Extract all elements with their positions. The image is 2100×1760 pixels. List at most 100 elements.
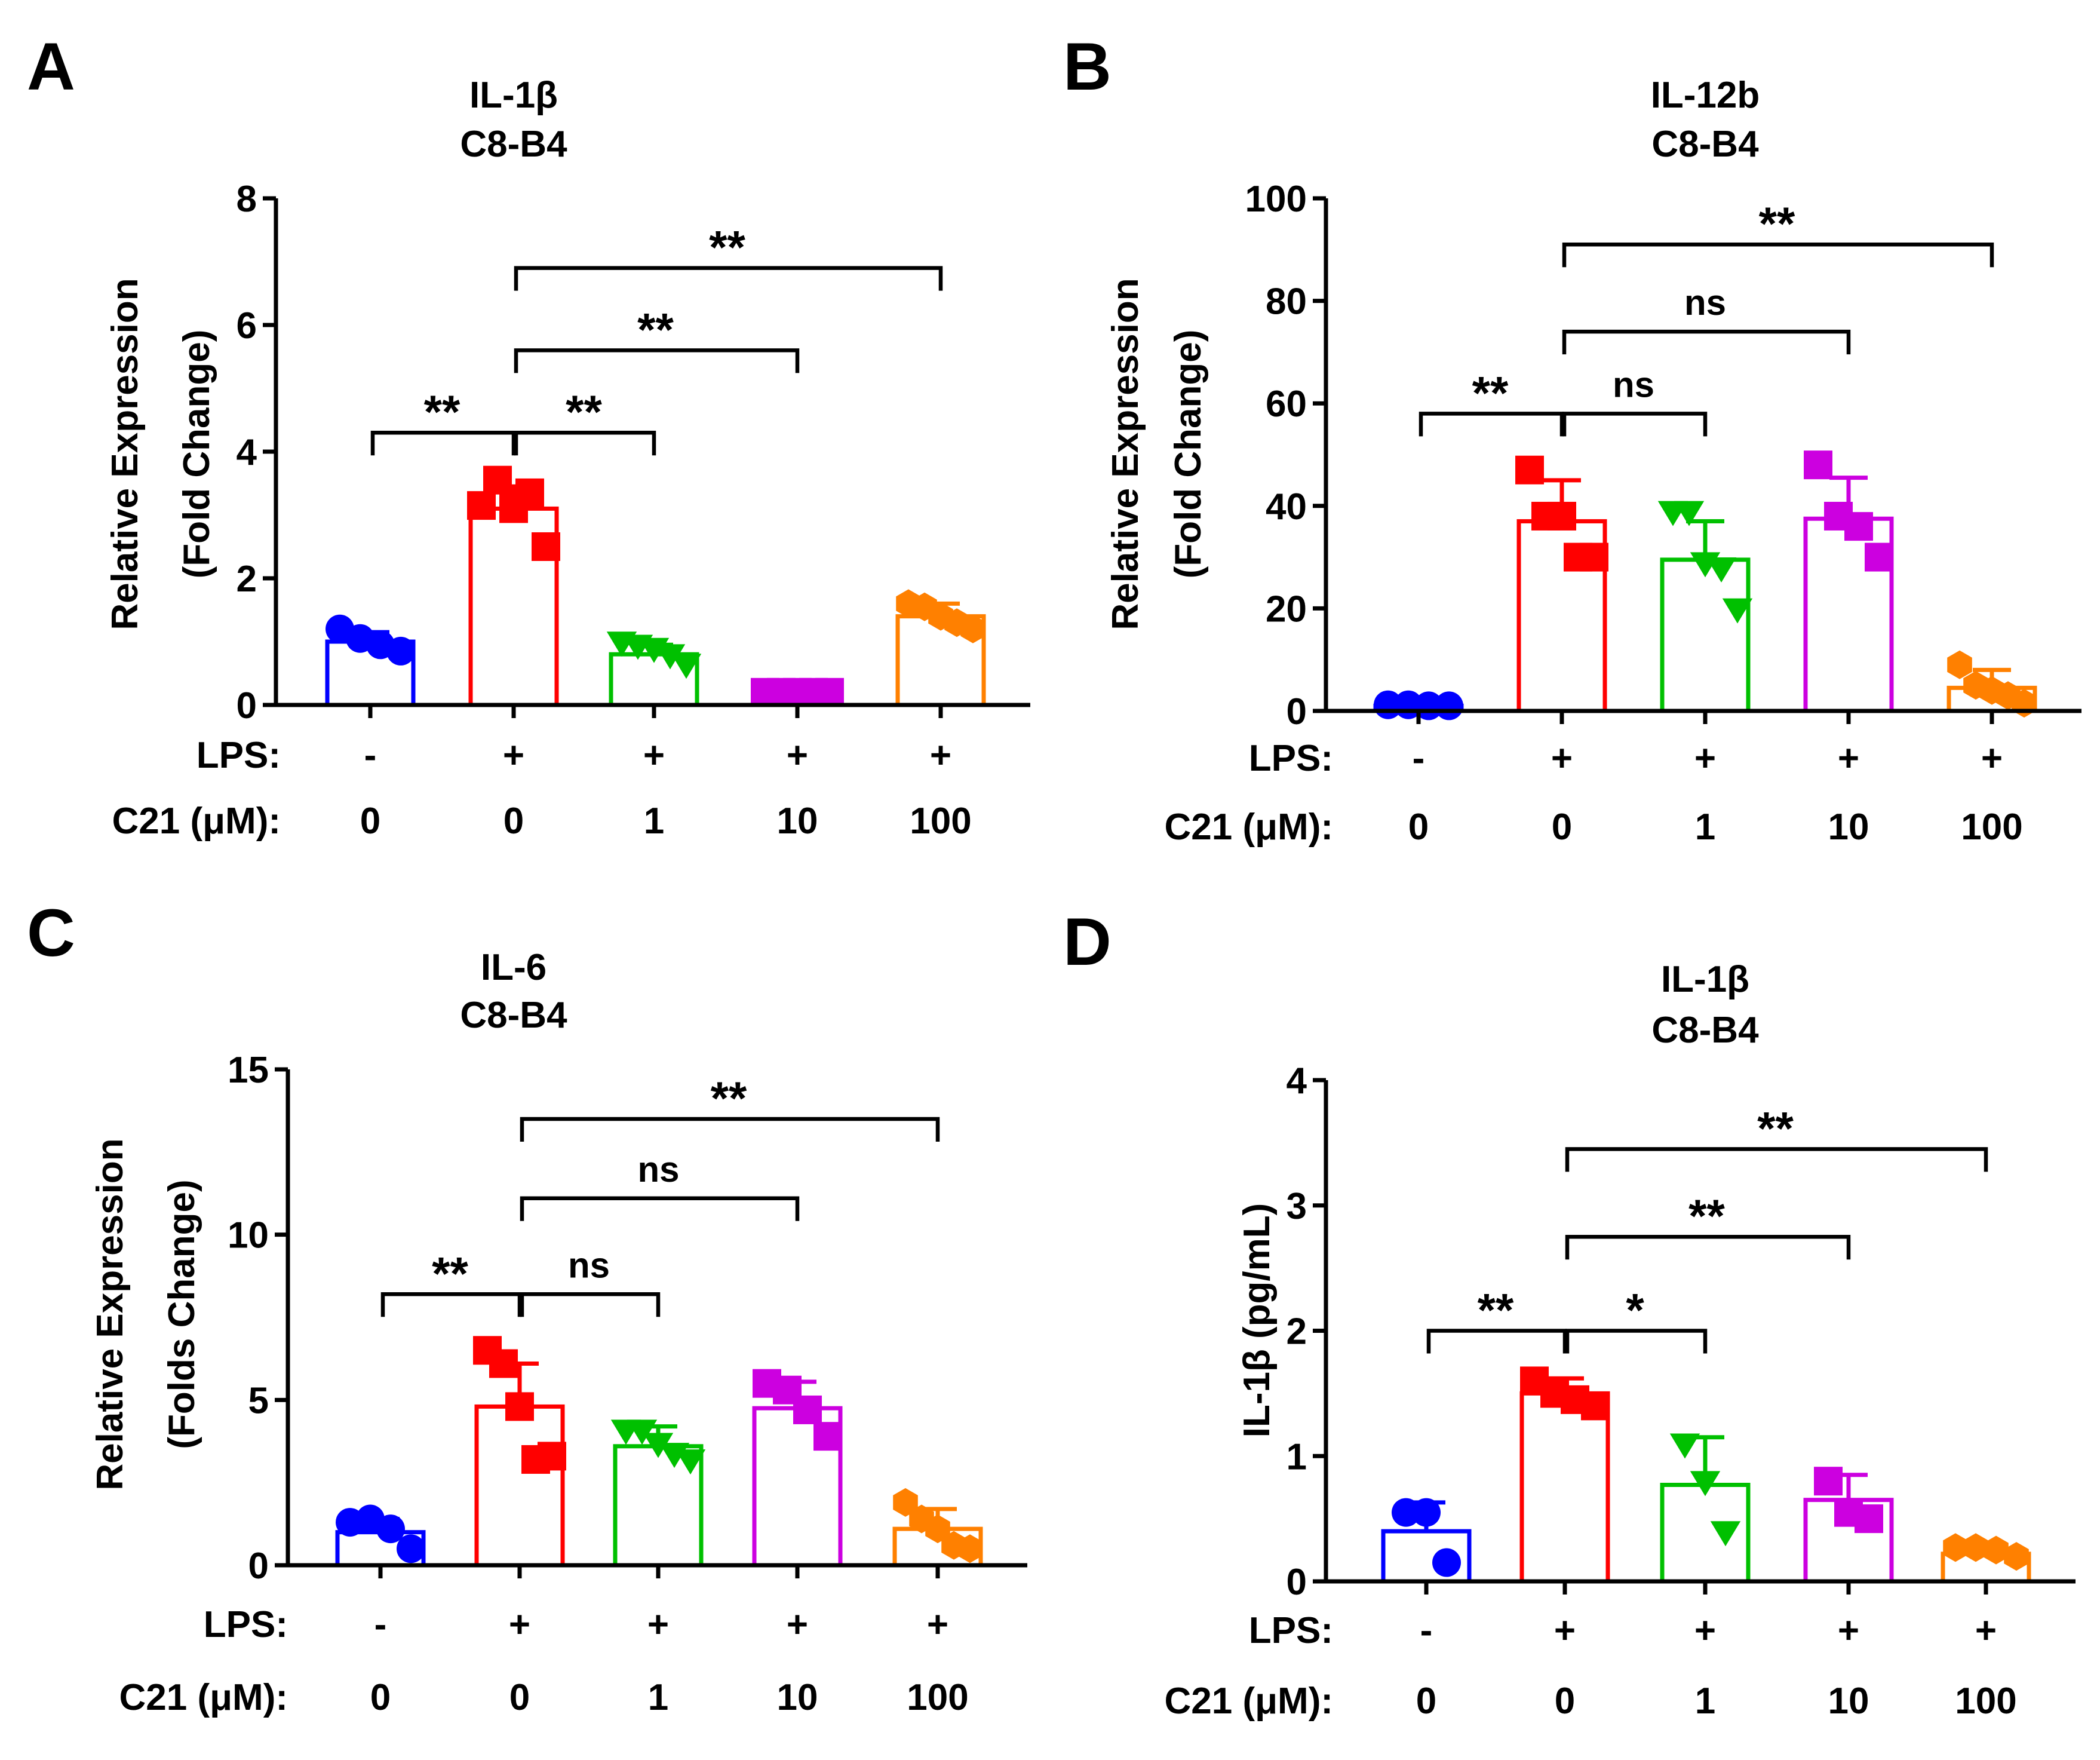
data-point-3-2 <box>793 1395 822 1424</box>
y-tick-label: 8 <box>237 179 257 220</box>
data-point-0-3 <box>1435 691 1463 720</box>
significance-label: ** <box>1472 366 1509 419</box>
c21-value: 10 <box>777 1677 818 1718</box>
lps-value: + <box>509 1604 530 1645</box>
data-point-3-3 <box>813 1422 842 1451</box>
data-point-1-4 <box>538 1442 566 1471</box>
data-point-2-4 <box>671 654 702 679</box>
significance-bracket <box>1565 1234 1851 1260</box>
data-point-0-1 <box>1412 1498 1441 1527</box>
y-axis-label: (Folds Change) <box>161 1179 202 1449</box>
data-point-2-1 <box>627 1419 658 1445</box>
significance-label: ** <box>1757 1102 1794 1154</box>
data-point-1-3 <box>515 478 544 507</box>
y-tick-label: 5 <box>248 1380 269 1421</box>
significance-label: ** <box>637 303 674 355</box>
lps-value: + <box>787 735 808 776</box>
data-point-0-2 <box>1432 1548 1461 1577</box>
data-point-4-1 <box>1963 1533 1988 1562</box>
significance-bracket <box>370 430 516 456</box>
data-point-2-4 <box>1722 598 1753 624</box>
chart-title-line: C8-B4 <box>1651 1010 1759 1051</box>
y-axis-label: Relative Expression <box>1105 278 1146 630</box>
c21-value: 10 <box>1828 1681 1869 1722</box>
chart-title-line: C8-B4 <box>460 124 567 165</box>
c21-value: 100 <box>1955 1681 2016 1722</box>
data-point-2-3 <box>1706 557 1737 582</box>
c21-label: C21 (μM): <box>112 801 281 842</box>
significance-label: ns <box>568 1245 610 1285</box>
chart-title-line: IL-12b <box>1651 75 1760 116</box>
data-point-0-3 <box>386 636 415 666</box>
data-point-4-0 <box>1943 1533 1968 1562</box>
bar-1 <box>1519 1391 1610 1584</box>
significance-label: * <box>1626 1284 1644 1336</box>
lps-value: + <box>1975 1610 1997 1651</box>
data-point-0-2 <box>376 1514 405 1544</box>
significance-bracket <box>1562 329 1851 355</box>
c21-value: 10 <box>777 801 818 842</box>
data-point-2-3 <box>655 644 686 670</box>
c21-value: 1 <box>1695 807 1715 848</box>
significance-bracket <box>1565 1329 1708 1354</box>
lps-value: + <box>1694 738 1716 779</box>
data-point-2-2 <box>643 1433 674 1458</box>
y-tick-label: 2 <box>1287 1311 1307 1353</box>
significance-label: ** <box>424 385 460 438</box>
data-point-1-4 <box>1580 542 1608 572</box>
data-point-3-2 <box>1855 1504 1883 1534</box>
data-point-2-4 <box>675 1449 706 1475</box>
bar-2 <box>1660 1482 1751 1584</box>
y-tick-label: 4 <box>237 432 257 473</box>
significance-label: ** <box>1759 197 1795 250</box>
data-point-2-1 <box>1674 501 1705 526</box>
significance-label: ns <box>1613 364 1654 404</box>
bar-2 <box>1660 557 1751 713</box>
c21-label: C21 (μM): <box>1165 1681 1333 1722</box>
panel-letter: B <box>1063 29 1112 104</box>
data-point-2-2 <box>1710 1521 1741 1547</box>
c21-value: 1 <box>648 1677 668 1718</box>
c21-value: 10 <box>1828 807 1869 848</box>
data-point-4-0 <box>893 1488 918 1517</box>
y-tick-label: 3 <box>1287 1186 1307 1227</box>
c21-value: 0 <box>370 1677 391 1718</box>
lps-value: - <box>1420 1610 1433 1651</box>
y-tick-label: 0 <box>1287 1562 1307 1603</box>
significance-bracket <box>1419 412 1564 437</box>
data-point-3-0 <box>1804 450 1832 480</box>
lps-value: + <box>503 735 524 776</box>
y-tick-label: 15 <box>228 1050 269 1091</box>
data-point-1-0 <box>467 491 496 520</box>
data-point-2-0 <box>1669 1433 1700 1459</box>
data-point-3-2 <box>1844 512 1873 541</box>
lps-value: - <box>364 735 377 776</box>
y-tick-label: 2 <box>237 559 257 600</box>
chart-title-line: IL-6 <box>481 947 547 988</box>
y-tick-label: 4 <box>1287 1060 1307 1102</box>
c21-value: 0 <box>1555 1681 1575 1722</box>
y-axis-label: (Fold Change) <box>176 330 217 579</box>
data-point-4-2 <box>1984 1535 2009 1565</box>
panel-letter: D <box>1063 904 1112 979</box>
significance-bracket <box>380 1292 522 1317</box>
y-axis-label: IL-1β (pg/mL) <box>1236 1203 1278 1438</box>
significance-label: ** <box>711 1072 747 1124</box>
lps-value: + <box>1981 738 2003 779</box>
significance-bracket <box>514 348 800 373</box>
lps-value: + <box>643 735 665 776</box>
chart-title-line: C8-B4 <box>460 995 567 1036</box>
y-tick-label: 80 <box>1266 281 1307 323</box>
y-tick-label: 60 <box>1266 384 1307 425</box>
c21-value: 0 <box>360 801 380 842</box>
lps-value: + <box>787 1604 808 1645</box>
lps-value: - <box>1413 738 1425 779</box>
c21-value: 1 <box>1695 1681 1715 1722</box>
c21-label: C21 (μM): <box>1165 807 1333 848</box>
significance-bracket <box>520 1292 661 1317</box>
lps-value: + <box>927 1604 948 1645</box>
lps-label: LPS: <box>197 735 281 776</box>
c21-label: C21 (μM): <box>119 1677 288 1718</box>
